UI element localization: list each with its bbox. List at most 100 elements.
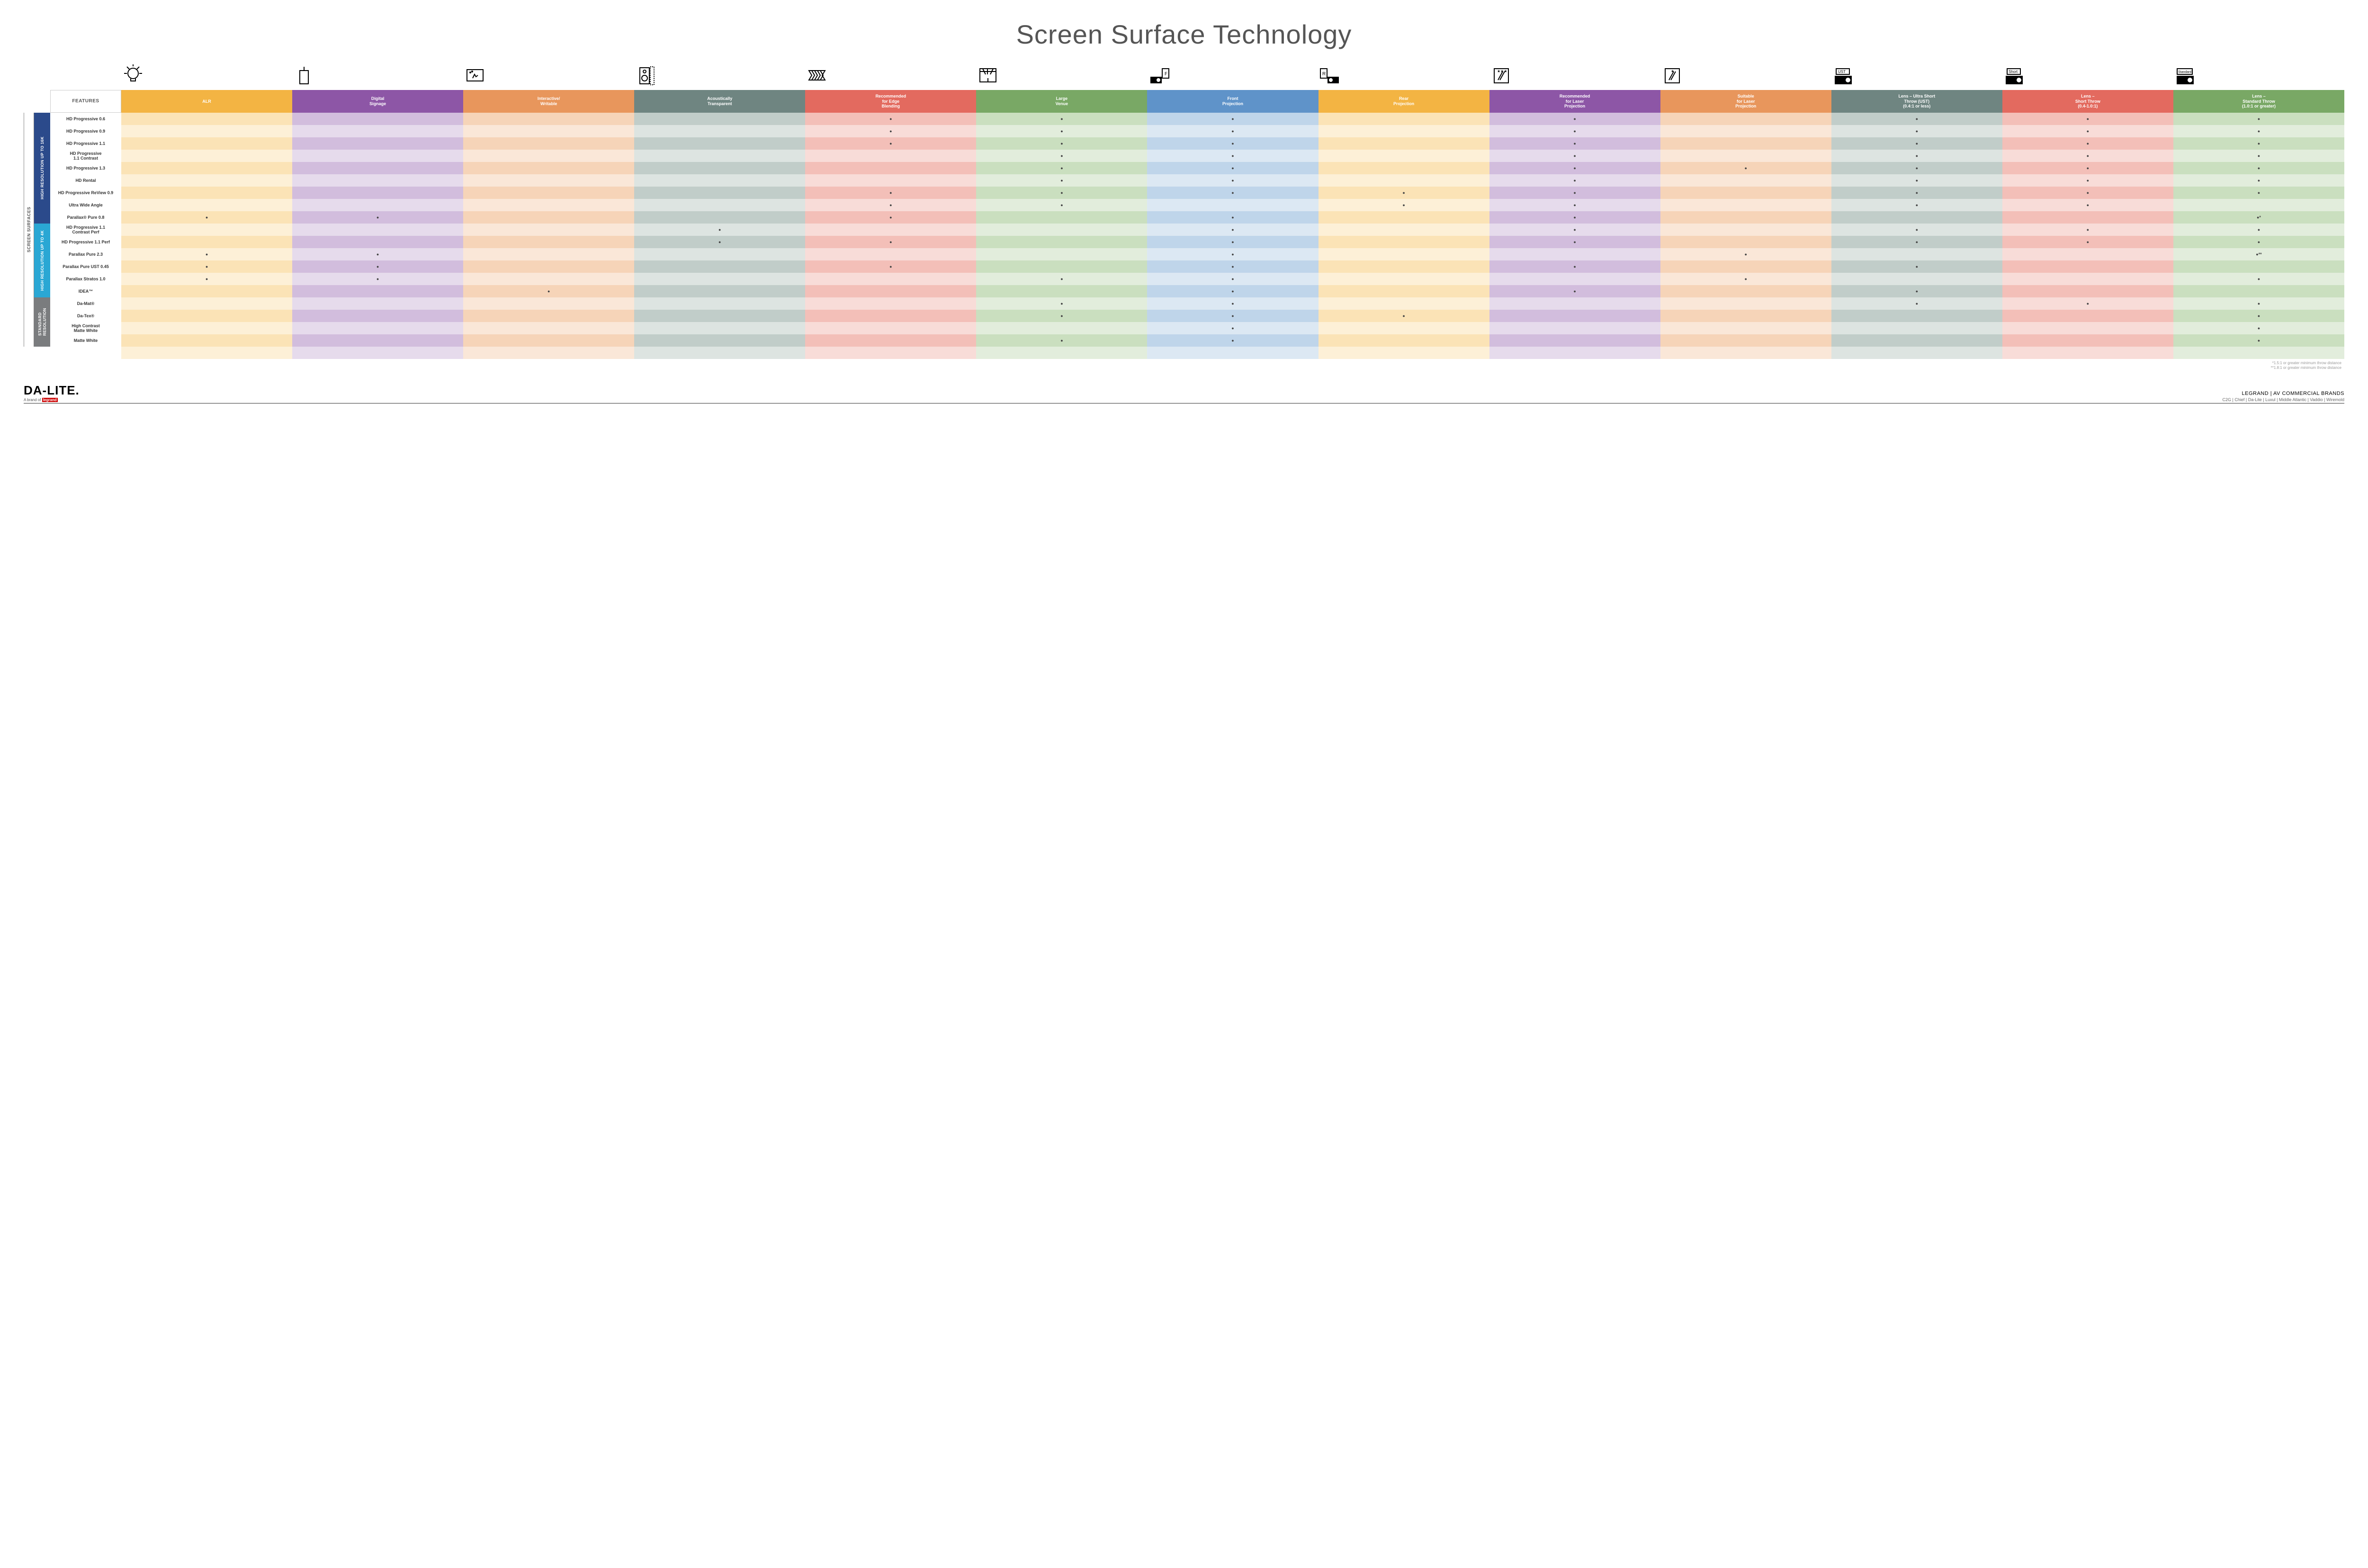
brand-logo: DA-LITE.	[24, 383, 80, 398]
cell-alr	[121, 260, 292, 273]
cell-short	[2002, 174, 2173, 187]
cell-signage	[292, 125, 463, 137]
cell-front	[1147, 285, 1318, 297]
cell-signage	[292, 260, 463, 273]
cell-blend	[805, 174, 976, 187]
cell-laserR	[1489, 162, 1660, 174]
cell-alr	[121, 113, 292, 125]
side-label-screen-surfaces: SCREEN SURFACES	[24, 113, 34, 347]
cell-rear	[1319, 310, 1489, 322]
brand-subtext: A brand of legrand	[24, 398, 80, 402]
cell-front	[1147, 187, 1318, 199]
cell-short	[2002, 322, 2173, 334]
cell-laserS	[1660, 260, 1831, 273]
cell-short	[2002, 334, 2173, 347]
cell-alr	[121, 187, 292, 199]
cell-ust	[1831, 236, 2002, 248]
cell-interactive	[463, 224, 634, 236]
cell-blend	[805, 273, 976, 285]
col-header-std: Lens –Standard Throw(1.0:1 or greater)	[2173, 90, 2344, 113]
svg-text:Short: Short	[2009, 70, 2018, 74]
cell-venue	[976, 260, 1147, 273]
cell-rear	[1319, 125, 1489, 137]
row-label: HD Progressive ReView 0.9	[50, 187, 121, 199]
trailing-cell	[2173, 347, 2344, 359]
svg-text:UST: UST	[1838, 70, 1846, 74]
col-header-laserR: Recommendedfor LaserProjection	[1489, 90, 1660, 113]
cell-venue	[976, 187, 1147, 199]
cell-front	[1147, 113, 1318, 125]
cell-blend	[805, 310, 976, 322]
cell-alr	[121, 322, 292, 334]
page-title: Screen Surface Technology	[24, 19, 2344, 50]
cell-rear	[1319, 199, 1489, 211]
speaker-icon	[634, 64, 805, 90]
cell-venue	[976, 334, 1147, 347]
cell-acoustic	[634, 260, 805, 273]
cell-ust	[1831, 187, 2002, 199]
cell-blend	[805, 150, 976, 162]
cell-laserR	[1489, 174, 1660, 187]
cell-interactive	[463, 150, 634, 162]
comparison-table: FR★★★★USTShortStandardFEATURESALRDigital…	[24, 64, 2344, 372]
cell-acoustic	[634, 113, 805, 125]
cell-blend	[805, 211, 976, 224]
cell-venue	[976, 113, 1147, 125]
cell-interactive	[463, 113, 634, 125]
cell-laserS	[1660, 248, 1831, 260]
cell-short	[2002, 150, 2173, 162]
cell-laserR	[1489, 273, 1660, 285]
cell-laserS	[1660, 199, 1831, 211]
col-header-signage: DigitalSignage	[292, 90, 463, 113]
cell-ust	[1831, 297, 2002, 310]
cell-ust	[1831, 162, 2002, 174]
bulb-icon	[121, 64, 292, 90]
cell-std	[2173, 310, 2344, 322]
cell-venue	[976, 199, 1147, 211]
cell-ust	[1831, 248, 2002, 260]
row-label: HD Progressive 0.6	[50, 113, 121, 125]
cell-std	[2173, 260, 2344, 273]
cell-signage	[292, 248, 463, 260]
cell-std	[2173, 187, 2344, 199]
row-label: HD Progressive 1.1 Perf	[50, 236, 121, 248]
cell-signage	[292, 224, 463, 236]
cell-short	[2002, 199, 2173, 211]
cell-laserS	[1660, 211, 1831, 224]
cell-venue	[976, 297, 1147, 310]
svg-text:F: F	[1165, 72, 1167, 77]
cell-alr	[121, 310, 292, 322]
cell-venue	[976, 150, 1147, 162]
group-standard-resolution: STANDARDRESOLUTION	[34, 297, 50, 347]
cell-ust	[1831, 150, 2002, 162]
trailing-cell	[121, 347, 292, 359]
cell-short	[2002, 211, 2173, 224]
cell-laserS	[1660, 334, 1831, 347]
cell-alr	[121, 297, 292, 310]
col-header-rear: RearProjection	[1319, 90, 1489, 113]
cell-blend	[805, 113, 976, 125]
cell-short	[2002, 113, 2173, 125]
cell-signage	[292, 310, 463, 322]
col-header-interactive: Interactive/Writable	[463, 90, 634, 113]
cell-venue	[976, 322, 1147, 334]
cell-ust	[1831, 137, 2002, 150]
spacer	[24, 359, 121, 372]
cell-short	[2002, 236, 2173, 248]
cell-acoustic	[634, 297, 805, 310]
cell-front	[1147, 310, 1318, 322]
cell-short	[2002, 310, 2173, 322]
cell-short	[2002, 224, 2173, 236]
cell-acoustic	[634, 174, 805, 187]
cell-laserR	[1489, 297, 1660, 310]
cell-ust	[1831, 322, 2002, 334]
trailing-cell	[292, 347, 463, 359]
cell-interactive	[463, 137, 634, 150]
col-header-front: FrontProjection	[1147, 90, 1318, 113]
cell-acoustic	[634, 236, 805, 248]
row-label: Da-Tex®	[50, 310, 121, 322]
cell-blend	[805, 334, 976, 347]
cell-front	[1147, 334, 1318, 347]
cell-ust	[1831, 310, 2002, 322]
cell-alr	[121, 211, 292, 224]
